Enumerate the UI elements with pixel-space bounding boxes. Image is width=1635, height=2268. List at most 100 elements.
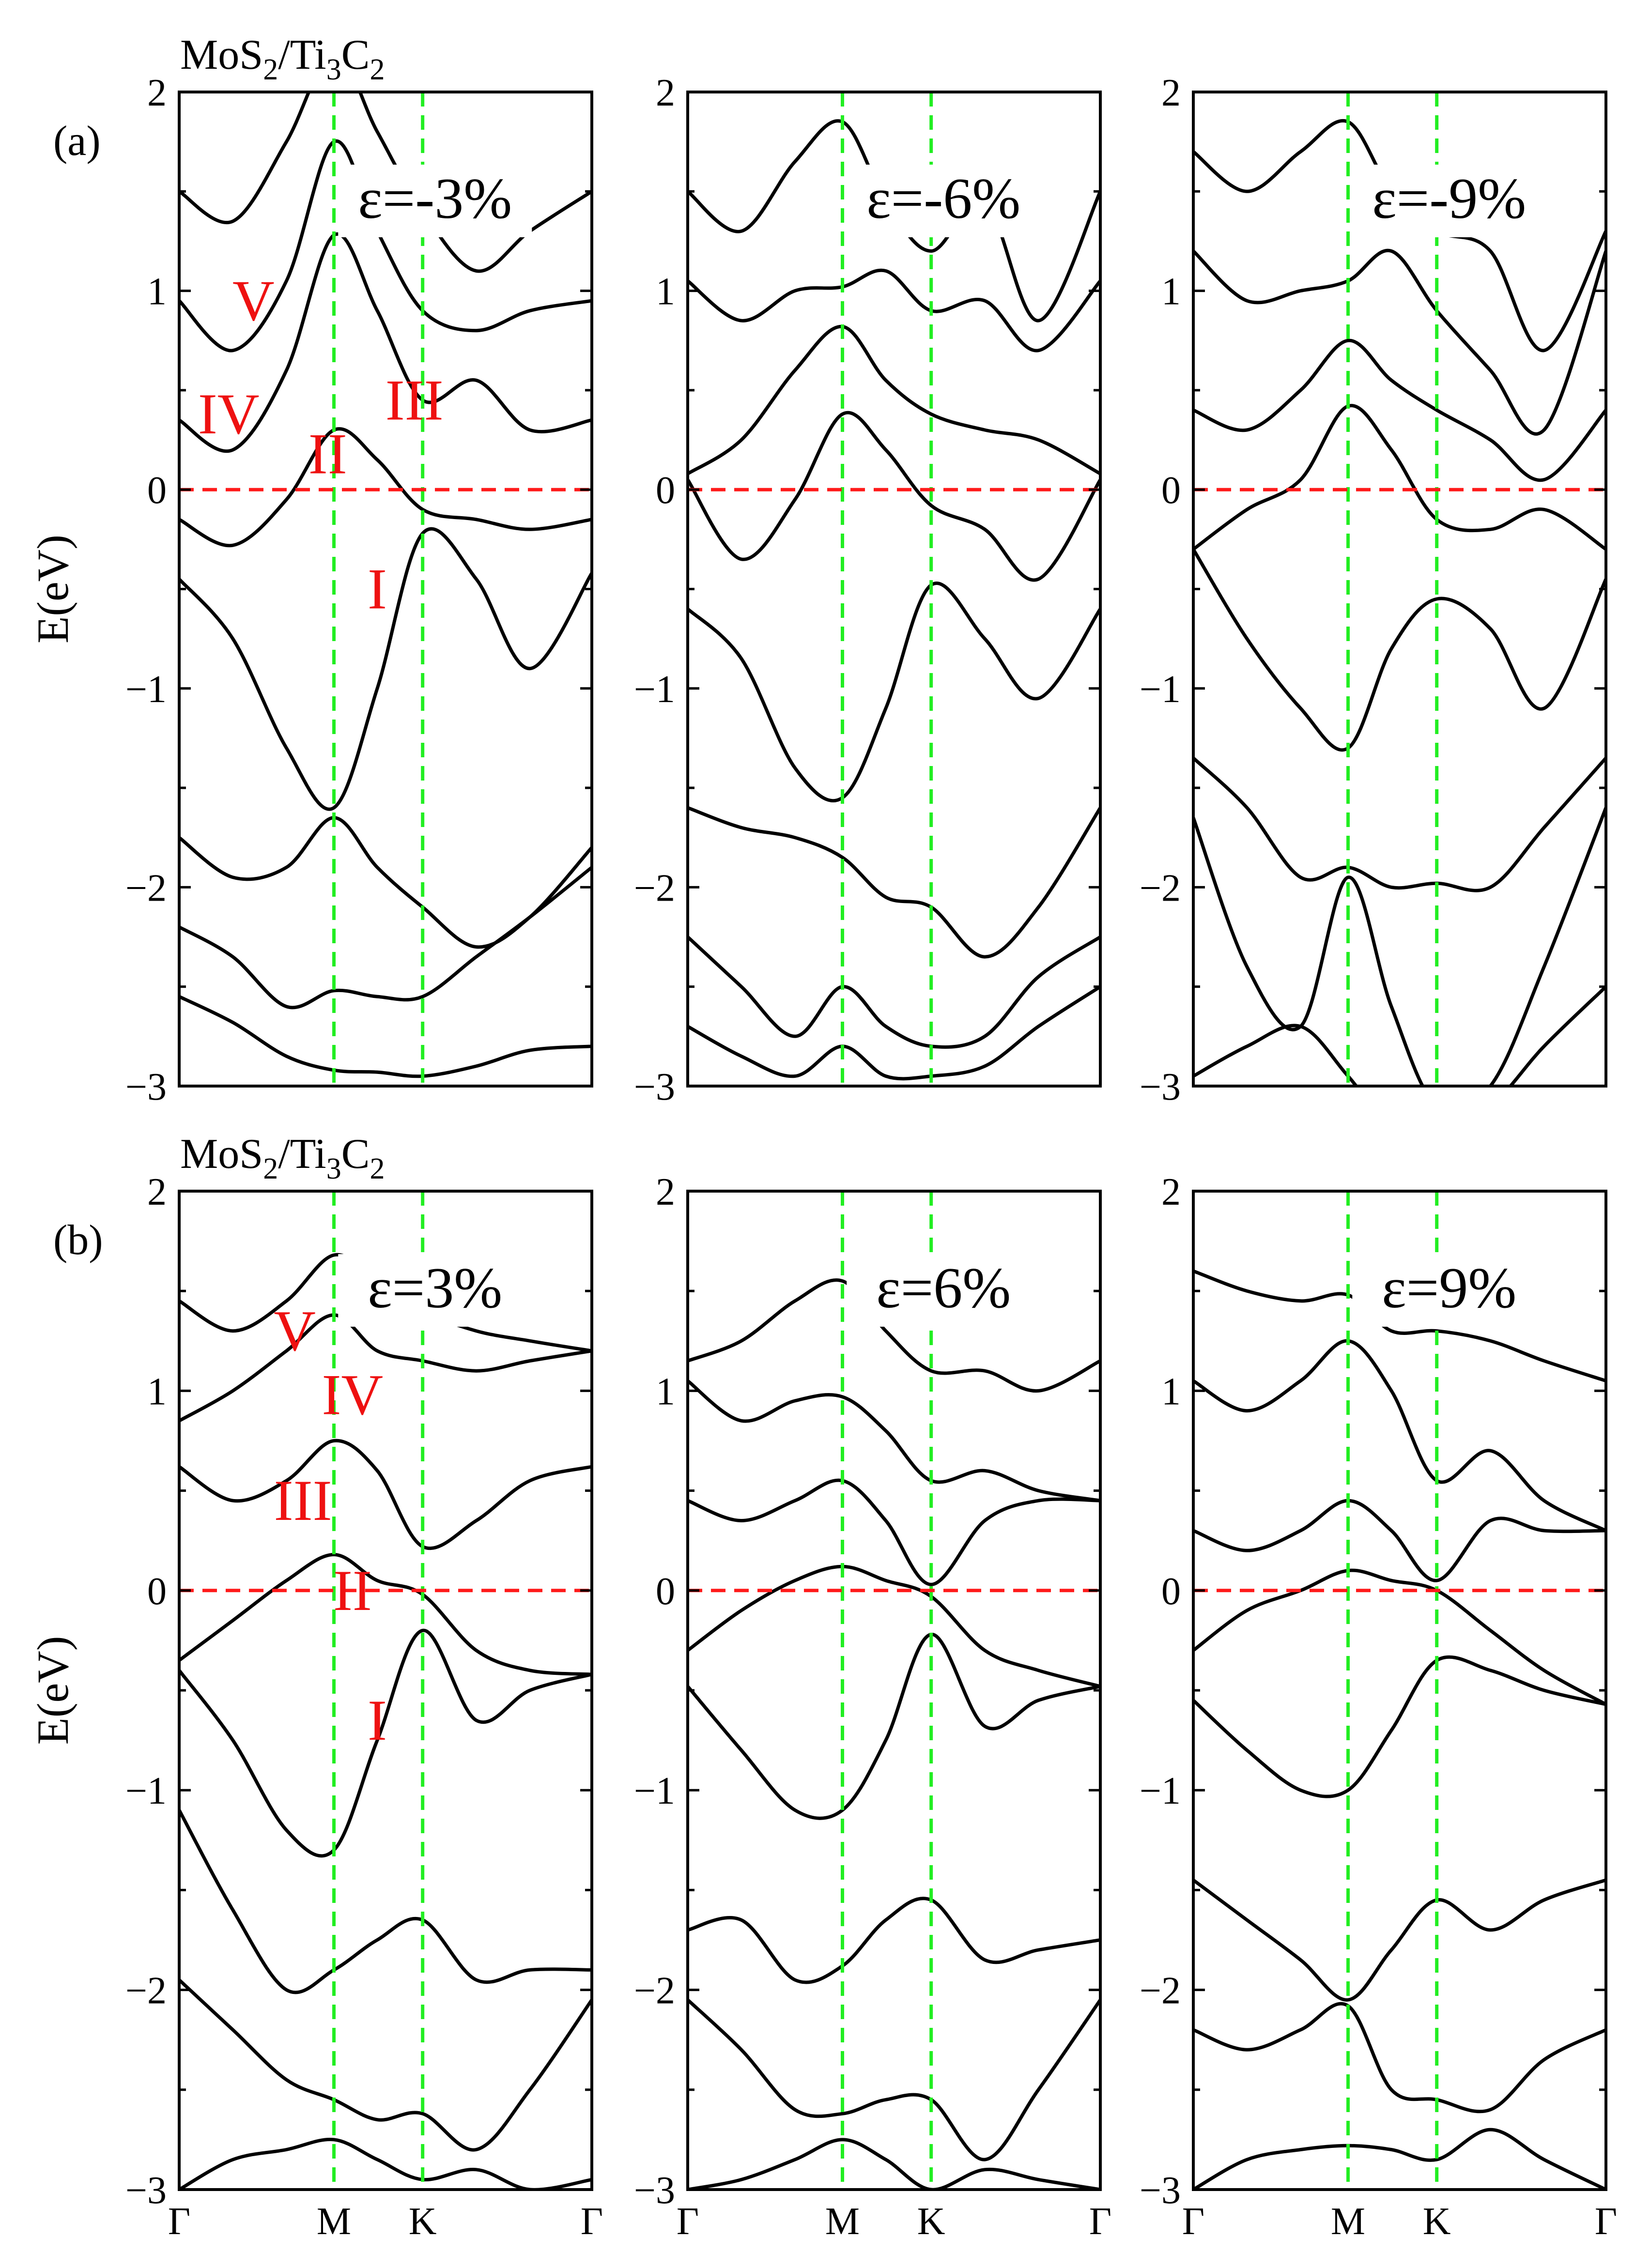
energy-band-line bbox=[688, 985, 1100, 1081]
energy-band-line bbox=[179, 1439, 592, 1550]
band-region-label: III bbox=[274, 1468, 332, 1532]
y-tick-label: 0 bbox=[1161, 1570, 1181, 1613]
band-region-label: III bbox=[386, 368, 444, 432]
energy-band-line bbox=[1193, 248, 1606, 436]
axes-frame bbox=[1192, 91, 1607, 1088]
band-panel: 210−1−2−3Γ M K Γε=6% bbox=[634, 1171, 1111, 2243]
y-tick-label: −2 bbox=[634, 867, 675, 909]
strain-label: ε=3% bbox=[368, 1256, 502, 1320]
y-axis-label: E(eV) bbox=[28, 535, 77, 644]
y-tick-label: −1 bbox=[634, 668, 675, 711]
energy-band-line bbox=[1193, 1269, 1606, 1383]
material-formula: MoS2/Ti3C2 bbox=[180, 31, 385, 86]
panel-row-label: (a) bbox=[53, 118, 101, 165]
y-tick-label: −1 bbox=[634, 1770, 675, 1812]
y-tick-label: −3 bbox=[125, 1066, 167, 1108]
material-formula: MoS2/Ti3C2 bbox=[180, 1131, 385, 1185]
y-tick-label: −1 bbox=[125, 668, 167, 711]
energy-band-line bbox=[688, 935, 1100, 1049]
energy-band-line bbox=[688, 411, 1100, 582]
x-tick-label: K bbox=[917, 2200, 945, 2243]
energy-band-line bbox=[179, 1313, 592, 1423]
energy-band-line bbox=[179, 92, 592, 273]
band-region-label: I bbox=[368, 557, 387, 621]
band-region-label: V bbox=[274, 1299, 316, 1363]
energy-band-line bbox=[1193, 985, 1606, 1086]
y-tick-label: −3 bbox=[1140, 2169, 1181, 2212]
bands-group bbox=[179, 1253, 592, 2190]
y-tick-label: −2 bbox=[1140, 1970, 1181, 2012]
y-tick-label: 0 bbox=[656, 469, 675, 512]
energy-band-line bbox=[688, 324, 1100, 475]
band-panel: 2 1 0 −1 −2 −3 ε=-9% bbox=[1140, 72, 1607, 1108]
energy-band-line bbox=[1193, 2128, 1606, 2190]
energy-band-line bbox=[179, 427, 592, 548]
y-tick-label: 1 bbox=[656, 271, 675, 313]
y-tick-label: 2 bbox=[656, 1171, 675, 1213]
energy-band-line bbox=[688, 268, 1100, 352]
energy-band-line bbox=[1193, 338, 1606, 482]
bands-group bbox=[688, 1278, 1100, 2190]
y-tick-label: −3 bbox=[634, 2169, 675, 2212]
y-tick-label: 1 bbox=[147, 271, 167, 313]
bands-group bbox=[1193, 119, 1606, 1086]
y-tick-label: 2 bbox=[147, 1171, 167, 1213]
x-tick-label: Γ bbox=[1595, 2200, 1617, 2243]
strain-label: ε=-3% bbox=[358, 166, 512, 230]
y-tick-label: 1 bbox=[147, 1370, 167, 1413]
strain-label-bg bbox=[1352, 1254, 1546, 1327]
energy-band-line bbox=[1193, 2002, 1606, 2114]
x-tick-label: K bbox=[1423, 2200, 1451, 2243]
y-tick-label: −2 bbox=[634, 1970, 675, 2012]
band-region-label: IV bbox=[198, 382, 260, 446]
energy-band-line bbox=[179, 995, 592, 1078]
strain-label-bg bbox=[847, 165, 1041, 237]
strain-label: ε=-9% bbox=[1372, 166, 1526, 230]
x-tick-label: M bbox=[825, 2200, 860, 2243]
energy-band-line bbox=[688, 1998, 1100, 2161]
strain-label: ε=6% bbox=[876, 1256, 1011, 1320]
x-tick-label: Γ bbox=[1089, 2200, 1111, 2243]
energy-band-line bbox=[688, 1379, 1100, 1502]
energy-band-line bbox=[688, 1564, 1100, 1688]
energy-band-line bbox=[688, 1633, 1100, 1820]
axes-frame bbox=[686, 91, 1102, 1088]
energy-band-line bbox=[688, 1278, 1100, 1393]
bands-group bbox=[688, 119, 1100, 1081]
x-tick-label: Γ bbox=[168, 2200, 190, 2243]
energy-band-line bbox=[179, 527, 592, 811]
strain-label-bg bbox=[338, 1254, 532, 1327]
y-tick-label: 0 bbox=[656, 1570, 675, 1613]
y-tick-label: −1 bbox=[1140, 1770, 1181, 1812]
y-tick-label: 2 bbox=[656, 72, 675, 114]
y-tick-label: −1 bbox=[125, 1770, 167, 1812]
energy-band-line bbox=[688, 1478, 1100, 1586]
y-tick-label: −2 bbox=[125, 1970, 167, 2012]
x-tick-label: Γ bbox=[677, 2200, 699, 2243]
y-tick-label: 1 bbox=[1161, 271, 1181, 313]
y-tick-label: −2 bbox=[125, 867, 167, 909]
energy-band-line bbox=[179, 1553, 592, 1676]
x-tick-label: Γ bbox=[1182, 2200, 1204, 2243]
y-tick-label: 0 bbox=[1161, 469, 1181, 512]
energy-band-line bbox=[1193, 1339, 1606, 1532]
y-tick-label: 1 bbox=[656, 1370, 675, 1413]
energy-band-line bbox=[1193, 1499, 1606, 1582]
y-tick-label: 2 bbox=[147, 72, 167, 114]
panel-row-label: (b) bbox=[53, 1217, 103, 1264]
energy-band-line bbox=[1193, 1655, 1606, 1798]
y-tick-label: 2 bbox=[1161, 1171, 1181, 1213]
energy-band-line bbox=[1193, 807, 1606, 1086]
energy-band-line bbox=[1193, 1878, 1606, 2002]
band-region-label: I bbox=[368, 1688, 387, 1752]
x-tick-label: M bbox=[1331, 2200, 1365, 2243]
y-tick-label: −3 bbox=[125, 2169, 167, 2212]
x-tick-label: Γ bbox=[581, 2200, 603, 2243]
y-tick-label: −3 bbox=[1140, 1066, 1181, 1108]
energy-band-line bbox=[179, 816, 592, 949]
energy-band-line bbox=[1193, 548, 1606, 752]
y-tick-label: 0 bbox=[147, 1570, 167, 1613]
